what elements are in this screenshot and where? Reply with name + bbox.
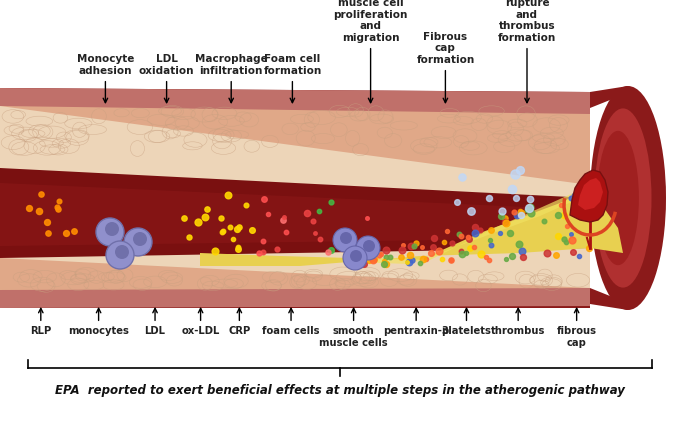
- Polygon shape: [578, 178, 603, 210]
- Text: Monocyte
adhesion: Monocyte adhesion: [77, 54, 134, 103]
- Text: monocytes: monocytes: [68, 308, 129, 336]
- Text: EPA  reported to exert beneficial effects at multiple steps in the atherogenic p: EPA reported to exert beneficial effects…: [55, 384, 625, 397]
- Text: platelets: platelets: [441, 308, 492, 336]
- Text: ox-LDL: ox-LDL: [182, 308, 220, 336]
- Text: smooth
muscle cells: smooth muscle cells: [320, 308, 388, 348]
- Circle shape: [124, 228, 152, 256]
- Text: LDL: LDL: [145, 308, 165, 336]
- Text: fibrous
cap: fibrous cap: [557, 308, 596, 348]
- Text: Macrophage
infiltration: Macrophage infiltration: [195, 54, 267, 103]
- Ellipse shape: [594, 108, 651, 288]
- Polygon shape: [0, 168, 590, 258]
- Polygon shape: [0, 183, 590, 246]
- Ellipse shape: [590, 86, 666, 310]
- Polygon shape: [0, 106, 590, 290]
- Polygon shape: [590, 86, 628, 108]
- Text: CRP: CRP: [228, 308, 250, 336]
- Text: foam cells: foam cells: [262, 308, 320, 336]
- Polygon shape: [0, 88, 590, 308]
- Polygon shape: [0, 290, 590, 308]
- Text: RLP: RLP: [30, 308, 52, 336]
- Circle shape: [115, 245, 129, 259]
- Polygon shape: [200, 188, 590, 266]
- Text: Smooth
muscle cell
proliferation
and
migration: Smooth muscle cell proliferation and mig…: [333, 0, 408, 103]
- Polygon shape: [590, 188, 623, 253]
- Polygon shape: [350, 190, 580, 264]
- Text: Foam cell
formation: Foam cell formation: [263, 54, 322, 103]
- Text: pentraxin-3: pentraxin-3: [384, 308, 449, 336]
- Circle shape: [343, 246, 367, 270]
- Text: thrombus: thrombus: [491, 308, 545, 336]
- Text: Plaque
rupture
and
thrombus
formation: Plaque rupture and thrombus formation: [498, 0, 556, 103]
- Polygon shape: [0, 88, 590, 110]
- Circle shape: [333, 228, 357, 252]
- Circle shape: [363, 240, 375, 252]
- Circle shape: [105, 222, 119, 236]
- Circle shape: [133, 232, 147, 246]
- Circle shape: [106, 241, 134, 269]
- Polygon shape: [0, 106, 590, 288]
- Text: Fibrous
cap
formation: Fibrous cap formation: [416, 32, 475, 103]
- Circle shape: [96, 218, 124, 246]
- Polygon shape: [570, 170, 608, 222]
- Circle shape: [356, 236, 380, 260]
- Ellipse shape: [597, 131, 639, 265]
- Circle shape: [350, 250, 362, 262]
- Text: LDL
oxidation: LDL oxidation: [139, 54, 194, 103]
- Circle shape: [340, 232, 352, 244]
- Polygon shape: [590, 288, 628, 310]
